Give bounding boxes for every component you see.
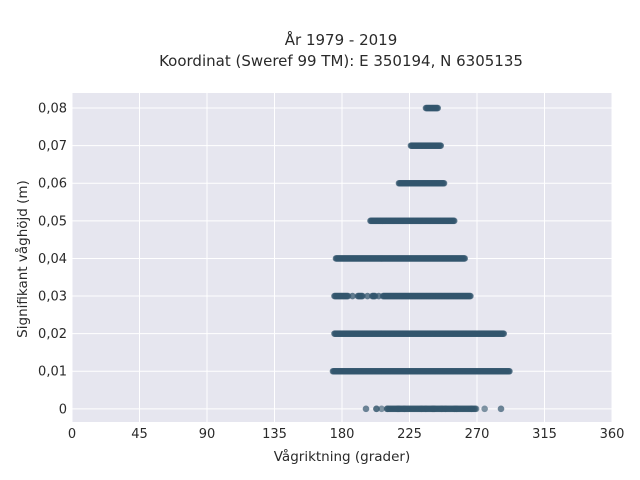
data-point xyxy=(437,142,445,149)
y-tick-label: 0,05 xyxy=(38,214,67,229)
x-tick-label: 270 xyxy=(465,427,490,442)
y-tick-label: 0,08 xyxy=(38,102,67,117)
data-point xyxy=(364,292,371,300)
x-axis-label: Vågriktning (grader) xyxy=(274,448,411,465)
data-point xyxy=(442,405,449,413)
y-tick-labels: 0 0,01 0,02 0,03 0,04 0,05 0,06 0,07 0,08 xyxy=(38,102,67,418)
x-tick-label: 45 xyxy=(131,427,148,442)
data-point xyxy=(434,104,442,112)
data-points xyxy=(329,104,513,413)
y-tick-label: 0,02 xyxy=(38,327,67,342)
chart-title-line-2: Koordinat (Sweref 99 TM): E 350194, N 63… xyxy=(159,52,523,70)
chart-title-line-1: År 1979 - 2019 xyxy=(285,30,398,49)
data-point xyxy=(418,405,425,413)
data-point xyxy=(430,405,437,413)
y-axis-label: Signifikant våghöjd (m) xyxy=(14,180,31,338)
data-point xyxy=(481,405,488,413)
data-point xyxy=(453,405,461,413)
data-point xyxy=(401,405,408,413)
x-tick-label: 90 xyxy=(199,427,216,442)
data-point xyxy=(461,255,469,262)
x-tick-label: 0 xyxy=(68,427,76,442)
data-point xyxy=(349,292,356,300)
y-tick-label: 0,03 xyxy=(38,290,67,305)
x-tick-labels: 0 45 90 135 180 225 270 315 360 xyxy=(68,427,625,442)
y-tick-label: 0,06 xyxy=(38,177,67,192)
data-point xyxy=(500,330,508,337)
x-tick-label: 315 xyxy=(532,427,557,442)
data-point xyxy=(468,405,475,413)
y-tick-label: 0,04 xyxy=(38,252,67,267)
data-point xyxy=(375,292,383,300)
x-tick-label: 225 xyxy=(397,427,422,442)
data-point xyxy=(450,217,458,225)
data-point xyxy=(467,292,474,300)
data-point xyxy=(362,405,370,413)
data-point xyxy=(472,405,480,413)
data-point xyxy=(440,179,448,187)
x-tick-label: 360 xyxy=(600,427,625,442)
data-point xyxy=(384,405,391,413)
x-tick-label: 180 xyxy=(330,427,355,442)
data-point xyxy=(394,405,402,413)
data-point xyxy=(373,405,380,413)
data-point xyxy=(506,367,513,375)
data-point xyxy=(497,405,505,413)
x-tick-label: 135 xyxy=(262,427,287,442)
data-point xyxy=(378,405,385,413)
y-tick-label: 0,07 xyxy=(38,139,67,154)
y-tick-label: 0 xyxy=(59,402,67,417)
y-tick-label: 0,01 xyxy=(38,365,67,380)
data-point xyxy=(359,292,366,300)
